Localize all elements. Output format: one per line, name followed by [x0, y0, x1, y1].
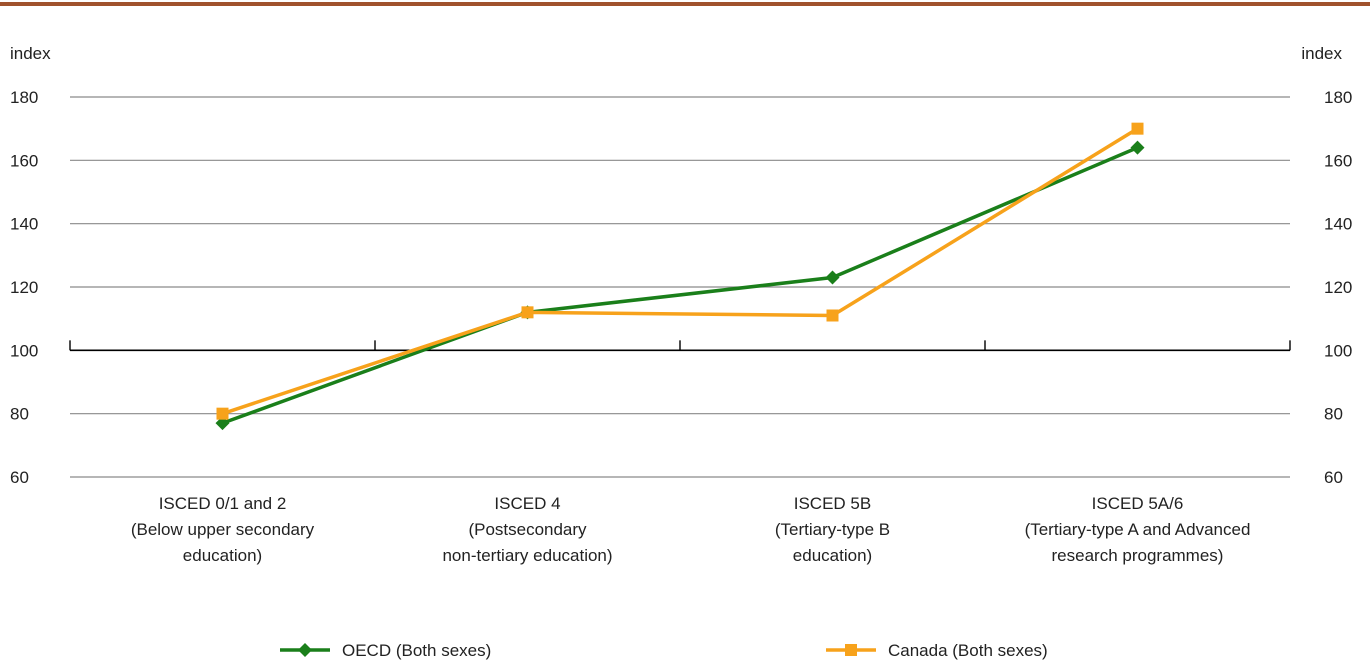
data-point-oecd — [1130, 140, 1145, 155]
x-category-label-line: education) — [183, 546, 262, 565]
baseline-axis — [69, 340, 1291, 352]
y-tick-label: 140 — [10, 215, 38, 234]
x-category-label: ISCED 4 (Postsecondary non-tertiary educat… — [442, 494, 612, 565]
legend-marker-square — [845, 644, 857, 656]
y-tick-label: 140 — [1324, 215, 1352, 234]
y-axis-unit-right: index — [1301, 44, 1342, 63]
y-tick-labels-left: 60 80 100 120 140 160 180 — [10, 88, 38, 487]
y-tick-label: 160 — [10, 151, 38, 170]
legend-label: Canada (Both sexes) — [888, 641, 1048, 660]
y-tick-label: 60 — [1324, 468, 1343, 487]
y-tick-labels-right: 60 80 100 120 140 160 180 — [1324, 88, 1352, 487]
x-category-label-line: ISCED 5B — [794, 494, 871, 513]
x-category-label: ISCED 5B (Tertiary-type B education) — [775, 494, 890, 565]
legend-marker-diamond — [298, 643, 312, 657]
x-category-label-line: ISCED 0/1 and 2 — [159, 494, 287, 513]
x-category-label-line: non-tertiary education) — [442, 546, 612, 565]
series-line-oecd — [221, 146, 1139, 425]
legend-label: OECD (Both sexes) — [342, 641, 491, 660]
y-tick-label: 80 — [1324, 405, 1343, 424]
y-tick-label: 80 — [10, 405, 29, 424]
y-axis-unit-left: index — [10, 44, 51, 63]
y-tick-label: 120 — [10, 278, 38, 297]
y-tick-label: 180 — [10, 88, 38, 107]
x-category-label: ISCED 5A/6 (Tertiary-type A and Advanced r… — [1025, 494, 1251, 565]
series-line-canada — [221, 127, 1139, 416]
x-category-label-line: (Tertiary-type B — [775, 520, 890, 539]
y-tick-label: 160 — [1324, 151, 1352, 170]
data-point-canada — [216, 407, 229, 420]
x-category-label-line: (Tertiary-type A and Advanced — [1025, 520, 1251, 539]
y-tick-label: 180 — [1324, 88, 1352, 107]
data-point-canada — [826, 309, 839, 322]
y-tick-label: 60 — [10, 468, 29, 487]
data-point-oecd — [825, 270, 840, 285]
y-tick-label: 120 — [1324, 278, 1352, 297]
gridlines — [70, 96, 1290, 478]
category-labels: ISCED 0/1 and 2 (Below upper secondary edu… — [131, 494, 1251, 565]
x-category-label: ISCED 0/1 and 2 (Below upper secondary edu… — [131, 494, 315, 565]
x-category-label-line: (Postsecondary — [468, 520, 587, 539]
series-lines — [215, 122, 1145, 431]
y-tick-label: 100 — [10, 341, 38, 360]
data-point-canada — [521, 306, 534, 319]
data-point-canada — [1131, 122, 1144, 135]
y-tick-label: 100 — [1324, 341, 1352, 360]
legend: OECD (Both sexes) Canada (Both sexes) — [280, 641, 1048, 660]
x-category-label-line: research programmes) — [1052, 546, 1224, 565]
x-category-label-line: (Below upper secondary — [131, 520, 315, 539]
x-category-label-line: ISCED 4 — [494, 494, 560, 513]
x-category-label-line: ISCED 5A/6 — [1092, 494, 1184, 513]
x-category-label-line: education) — [793, 546, 872, 565]
